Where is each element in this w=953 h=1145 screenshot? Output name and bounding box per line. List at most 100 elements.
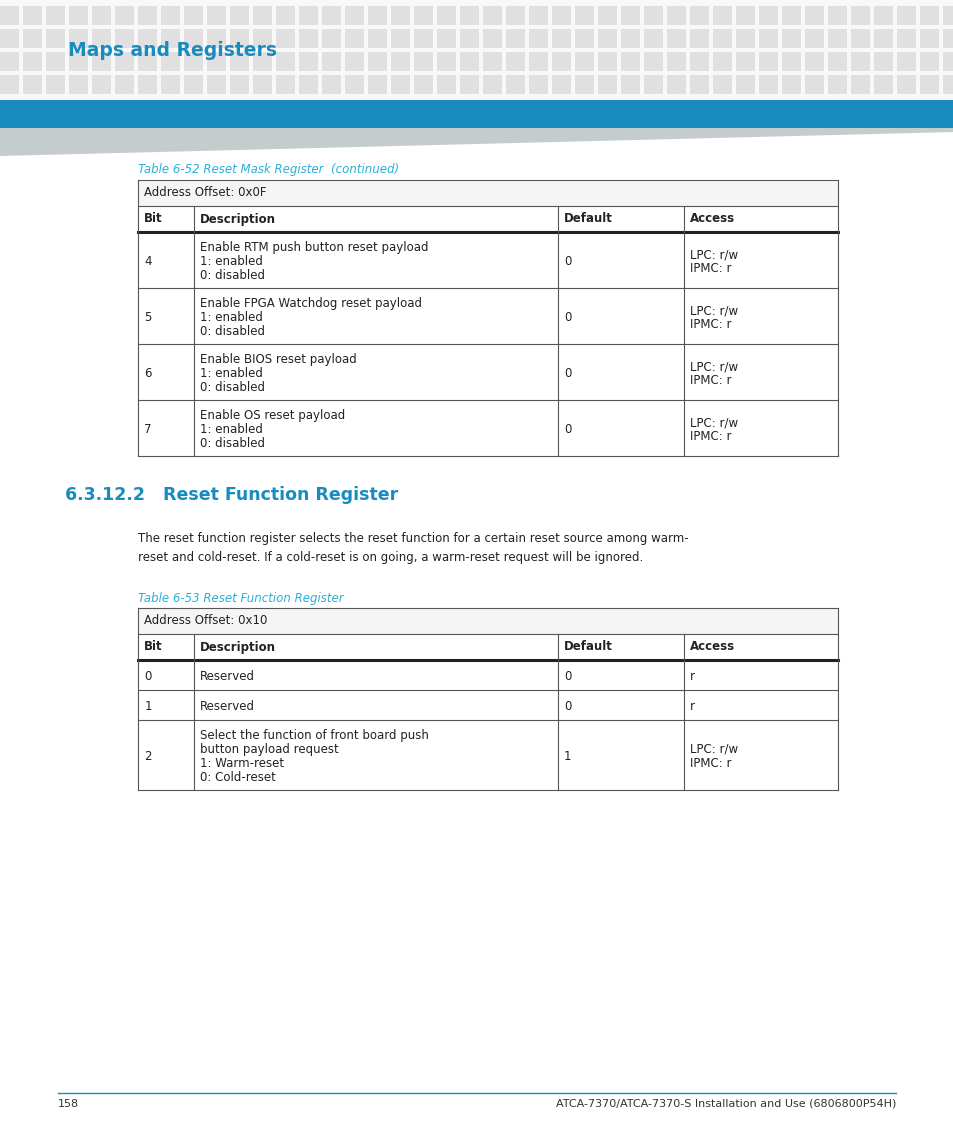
Bar [873,76,892,94]
Bar [230,29,249,48]
Text: 1: enabled: 1: enabled [200,423,263,436]
Text: Access: Access [689,640,734,654]
Bar [414,6,433,25]
Bar [735,76,754,94]
Bar [298,76,317,94]
Text: IPMC: r: IPMC: r [689,757,731,769]
Text: 5: 5 [144,311,152,324]
Bar [552,76,571,94]
Bar [643,29,662,48]
Text: 7: 7 [144,423,152,436]
Bar [23,52,42,71]
Bar [850,52,869,71]
Bar [781,6,801,25]
Text: 0: disabled: 0: disabled [200,381,265,394]
Bar [598,76,617,94]
Text: 1: enabled: 1: enabled [200,255,263,268]
Text: 158: 158 [58,1099,79,1110]
Bar [620,52,639,71]
Bar [919,52,938,71]
Text: Description: Description [200,640,276,654]
Bar [759,29,778,48]
Bar [391,6,410,25]
Bar [643,76,662,94]
Text: Reserved: Reserved [200,670,255,684]
Bar [0,100,953,128]
Bar [620,29,639,48]
Bar [598,6,617,25]
Bar [138,608,837,634]
Bar [781,76,801,94]
Bar [598,29,617,48]
Text: 0: disabled: 0: disabled [200,437,265,450]
Bar [184,6,203,25]
Bar [459,29,478,48]
Bar [138,180,837,206]
Bar [896,29,915,48]
Bar [207,29,226,48]
Text: 1: 1 [563,750,571,763]
Bar [230,76,249,94]
Bar [345,52,364,71]
Text: Select the function of front board push: Select the function of front board push [200,729,429,742]
Bar [138,29,157,48]
Bar [322,6,340,25]
Text: Table 6-52 Reset Mask Register  (continued): Table 6-52 Reset Mask Register (continue… [138,163,399,176]
Text: 0: 0 [563,700,571,713]
Polygon shape [0,128,953,156]
Bar [552,52,571,71]
Text: Address Offset: 0x0F: Address Offset: 0x0F [144,187,267,199]
Bar [436,29,456,48]
Bar [115,6,133,25]
Bar [827,52,846,71]
Bar [482,52,501,71]
Bar [69,52,88,71]
Bar [368,76,387,94]
Text: 1: 1 [144,700,152,713]
Bar [391,29,410,48]
Bar [46,52,65,71]
Bar [575,52,594,71]
Bar [459,76,478,94]
Bar [850,29,869,48]
Text: 0: 0 [144,670,152,684]
Bar [689,52,708,71]
Bar [91,6,111,25]
Bar [46,29,65,48]
Text: 1: enabled: 1: enabled [200,311,263,324]
Bar [896,52,915,71]
Bar [735,29,754,48]
Bar [666,76,685,94]
Bar [666,52,685,71]
Bar [0,6,19,25]
Bar [0,29,19,48]
Bar [436,6,456,25]
Bar [275,52,294,71]
Bar [161,6,180,25]
Bar [138,76,157,94]
Bar [781,29,801,48]
Bar [759,76,778,94]
Bar [942,6,953,25]
Bar [0,52,19,71]
Text: r: r [689,670,694,684]
Bar [345,6,364,25]
Bar [919,6,938,25]
Bar [735,52,754,71]
Bar [115,52,133,71]
Bar [345,76,364,94]
Bar [459,6,478,25]
Bar [298,6,317,25]
Bar [161,29,180,48]
Bar [275,76,294,94]
Text: LPC: r/w: LPC: r/w [689,248,737,261]
Bar [298,29,317,48]
Text: Default: Default [563,640,612,654]
Bar [827,29,846,48]
Text: 0: disabled: 0: disabled [200,325,265,338]
Bar [298,52,317,71]
Bar [482,29,501,48]
Bar [184,52,203,71]
Bar [505,6,524,25]
Bar [804,29,823,48]
